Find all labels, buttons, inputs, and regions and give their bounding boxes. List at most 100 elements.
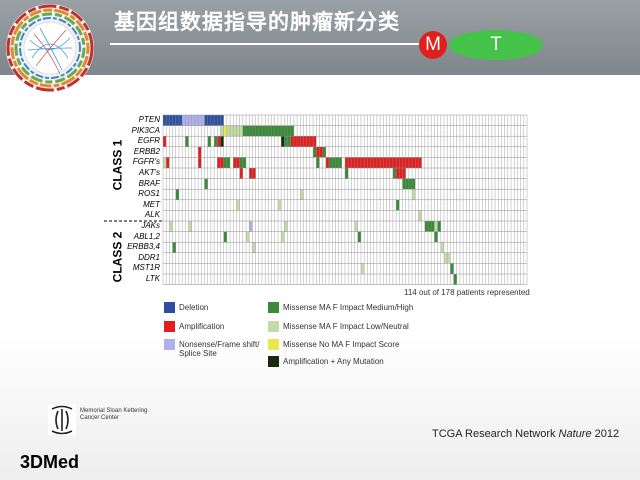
alteration-cell-ROS1-1	[300, 189, 304, 200]
alteration-cell-DDR1-1	[447, 252, 451, 264]
legend-swatch	[268, 356, 279, 367]
alteration-cell-ABL1,2-2	[281, 231, 285, 243]
alteration-cell-FGFR's-2	[198, 157, 202, 168]
alteration-cell-AKT's-3	[392, 168, 397, 179]
mskcc-line-2: Cancer Center	[80, 415, 120, 421]
citation-year: 2012	[594, 428, 620, 440]
mskcc-logo-icon	[48, 405, 76, 435]
gene-label: ABL1,2	[133, 231, 160, 241]
gene-label: DDR1	[138, 252, 160, 262]
legend-label: Amplification	[179, 322, 225, 331]
gene-label: ALK	[144, 210, 160, 220]
class-2-label: CLASS 2	[110, 231, 125, 283]
alteration-cell-JAKs-1	[188, 221, 192, 232]
alteration-cell-FGFR's-0	[163, 157, 167, 168]
alteration-cell-MET-1	[277, 199, 282, 211]
alteration-cell-ALK-0	[418, 210, 422, 221]
alteration-cell-AKT's-2	[345, 168, 349, 179]
alteration-cell-JAKs-0	[169, 221, 173, 232]
alteration-cell-JAKs-3	[284, 221, 288, 232]
gene-label: ROS1	[138, 189, 160, 199]
alteration-cell-ERBB3,4-1	[252, 242, 256, 253]
alteration-cell-DDR1-0	[443, 252, 448, 264]
alteration-cell-ERBB3,4-0	[172, 242, 176, 253]
alteration-cell-PIK3CA-0	[220, 125, 224, 137]
alteration-cell-EGFR-6	[281, 136, 285, 147]
mskcc-line-1: Memorial Sloan Kettering	[80, 408, 148, 414]
alteration-cell-EGFR-0	[163, 136, 167, 147]
alteration-cell-EGFR-7	[284, 136, 288, 147]
legend-swatch	[268, 302, 279, 313]
gene-label: ERBB3,4	[127, 242, 160, 252]
alteration-cell-JAKs-2	[249, 221, 253, 232]
citation-text: TCGA Research Network	[432, 428, 556, 440]
gene-label: PTEN	[138, 115, 160, 124]
gene-label: EGFR	[137, 136, 160, 146]
alteration-cell-LTK-0	[453, 274, 457, 285]
alteration-cell-FGFR's-1	[166, 157, 170, 168]
alteration-cell-ERBB3,4-2	[440, 242, 444, 253]
alteration-cell-MST1R-0	[360, 263, 365, 274]
gene-label: FGFR's	[132, 157, 160, 167]
alteration-cell-ABL1,2-1	[246, 231, 250, 243]
circos-plot-icon	[6, 4, 94, 92]
alteration-cell-ERBB2-0	[198, 146, 202, 158]
legend-label: Missense MA F Impact Medium/High	[283, 303, 414, 312]
legend-swatch	[164, 339, 175, 350]
citation-journal: Nature	[558, 428, 592, 440]
alteration-cell-ERBB2-3	[322, 146, 326, 158]
alteration-cell-PIK3CA-1	[223, 125, 227, 137]
citation: TCGA Research Network Nature 2012	[432, 428, 619, 440]
mskcc-wordmark: Memorial Sloan Kettering Cancer Center	[80, 408, 160, 422]
gene-label: JAKs	[141, 221, 160, 230]
brand-logo: 3DMed	[20, 452, 80, 472]
patient-count-note: 114 out of 178 patients represented	[404, 288, 530, 297]
alteration-cell-EGFR-4	[217, 136, 221, 147]
alteration-cell-BRAF-0	[204, 178, 208, 190]
alteration-cell-JAKs-5	[424, 221, 435, 232]
legend-swatch	[268, 321, 279, 332]
legend-label: Missense MA F Impact Low/Neutral	[283, 322, 409, 331]
t-badge: T	[449, 30, 543, 60]
class-1-label: CLASS 1	[110, 139, 125, 191]
legend-swatch	[164, 302, 175, 313]
alteration-cell-MET-2	[396, 199, 400, 211]
alteration-cell-ABL1,2-4	[434, 231, 438, 243]
gene-label: MET	[143, 199, 160, 209]
legend-label: Deletion	[179, 303, 209, 312]
alteration-cell-AKT's-0	[239, 168, 243, 179]
alteration-cell-MST1R-1	[450, 263, 454, 274]
alteration-cell-ABL1,2-3	[357, 231, 361, 243]
legend-label: Nonsense/Frame shift/ Splice Site	[179, 340, 260, 358]
alteration-cell-EGFR-1	[185, 136, 189, 147]
alteration-cell-ERBB2-2	[316, 146, 326, 158]
legend-label: Amplification + Any Mutation	[283, 357, 384, 366]
gene-label: ERBB2	[133, 146, 160, 156]
gene-label: LTK	[145, 274, 160, 283]
legend-label: Missense No MA F Impact Score	[283, 340, 400, 349]
gene-label: PIK3CA	[131, 125, 160, 135]
gene-label: AKT's	[138, 168, 160, 177]
legend-swatch	[268, 339, 279, 350]
alteration-cell-ROS1-2	[412, 189, 416, 200]
alteration-cell-ROS1-0	[175, 189, 179, 200]
title-underline	[110, 43, 420, 45]
alteration-cell-EGFR-5	[220, 136, 224, 147]
alteration-cell-PIK3CA-2	[226, 125, 231, 137]
alteration-cell-JAKs-4	[354, 221, 358, 232]
alteration-cell-FGFR's-7	[316, 157, 320, 168]
alteration-cell-JAKs-6	[434, 221, 438, 232]
legend-swatch	[164, 321, 175, 332]
gene-label: MST1R	[132, 263, 160, 273]
m-badge: M	[419, 31, 447, 59]
alteration-cell-FGFR's-8	[325, 157, 330, 168]
alteration-cell-PTEN-1	[182, 115, 205, 126]
gene-label: BRAF	[138, 178, 160, 188]
alteration-cell-EGFR-2	[207, 136, 211, 147]
alteration-cell-AKT's-4	[396, 168, 406, 179]
alteration-cell-ERBB2-1	[313, 146, 317, 158]
alteration-cell-ABL1,2-0	[223, 231, 227, 243]
alteration-cell-EGFR-3	[214, 136, 218, 147]
